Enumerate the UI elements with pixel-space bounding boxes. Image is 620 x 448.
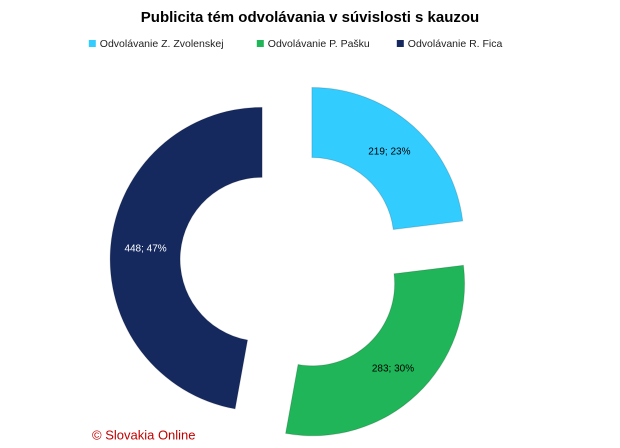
legend-label: Odvolávanie P. Pašku — [268, 38, 370, 50]
data-label: 283; 30% — [372, 363, 414, 374]
donut-segment — [311, 87, 464, 231]
legend-label: Odvolávanie Z. Zvolenskej — [100, 38, 224, 50]
legend-swatch — [88, 40, 96, 47]
chart-title: Publicita tém odvolávania v súvislosti s… — [141, 9, 479, 26]
legend-label: Odvolávanie R. Fica — [408, 38, 503, 50]
legend-swatch — [396, 40, 404, 47]
donut-segment — [109, 106, 263, 410]
data-label: 448; 47% — [124, 244, 166, 255]
footer: © Slovakia Online — [92, 427, 196, 442]
donut-segment — [285, 264, 466, 437]
data-label: 219; 23% — [368, 147, 410, 158]
legend-swatch — [256, 40, 264, 47]
